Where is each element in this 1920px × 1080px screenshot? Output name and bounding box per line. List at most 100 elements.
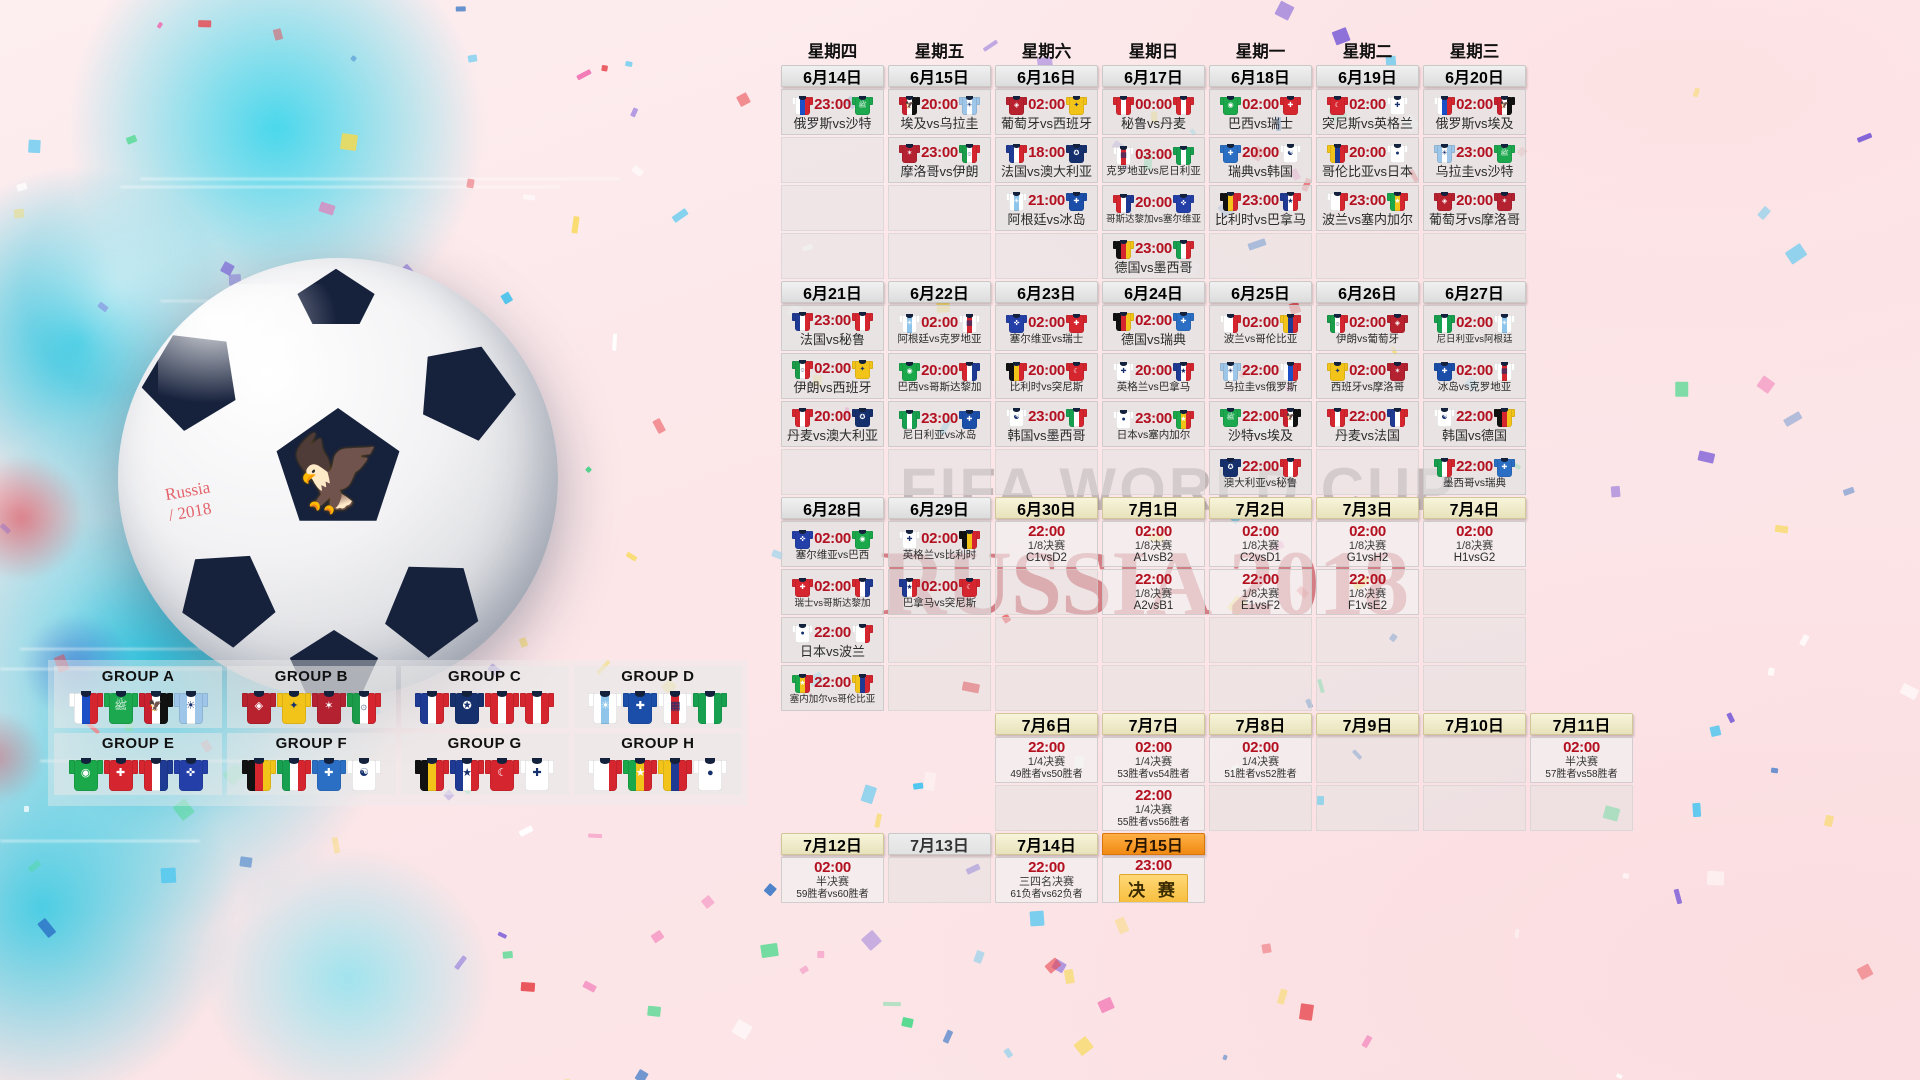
match-card[interactable]: ☀ 02:00 ▦ 阿根廷vs克罗地亚 [888,305,991,351]
match-card[interactable]: 02:00 1/8决赛 H1vsG2 [1423,521,1526,567]
date-cell-6月25日[interactable]: 6月25日 [1209,281,1312,303]
match-card[interactable]: 23:00 德国vs墨西哥 [1102,233,1205,279]
date-cell-6月22日[interactable]: 6月22日 [888,281,991,303]
match-card[interactable]: ✚ 02:00 瑞士vs哥斯达黎加 [781,569,884,615]
date-cell-6月23日[interactable]: 6月23日 [995,281,1098,303]
date-cell-7月13日[interactable]: 7月13日 [888,833,991,855]
match-card[interactable]: ☀ 23:00 ﷺ 乌拉圭vs沙特 [1423,137,1526,183]
group-box-group-f[interactable]: GROUP F ✚ ☯ [227,733,396,795]
match-card[interactable]: 02:00 ✚ 德国vs瑞典 [1102,305,1205,351]
match-card[interactable]: 20:00 ● 哥伦比亚vs日本 [1316,137,1419,183]
date-cell-6月18日[interactable]: 6月18日 [1209,65,1312,87]
date-cell-6月14日[interactable]: 6月14日 [781,65,884,87]
group-box-group-b[interactable]: GROUP B ◈ ✦ ✶ ۞ [227,666,396,728]
match-card[interactable]: ✚ 20:00 ☯ 瑞典vs韩国 [1209,137,1312,183]
match-card[interactable]: ◉ 02:00 ✚ 巴西vs瑞士 [1209,89,1312,135]
match-card[interactable]: 22:00 1/8决赛 A2vsB1 [1102,569,1205,615]
date-cell-7月14日[interactable]: 7月14日 [995,833,1098,855]
date-cell-7月3日[interactable]: 7月3日 [1316,497,1419,519]
match-card[interactable]: 22:00 三四名决赛 61负者vs62负者 [995,857,1098,903]
date-cell-6月17日[interactable]: 6月17日 [1102,65,1205,87]
match-card[interactable]: ۞ 02:00 ✦ 伊朗vs西班牙 [781,353,884,399]
match-card[interactable]: 02:00 1/8决赛 G1vsH2 [1316,521,1419,567]
match-card[interactable]: 02:00 ☀ 尼日利亚vs阿根廷 [1423,305,1526,351]
date-cell-6月21日[interactable]: 6月21日 [781,281,884,303]
match-card[interactable]: 23:00 ★ 波兰vs塞内加尔 [1316,185,1419,231]
match-card[interactable]: ● 23:00 ★ 日本vs塞内加尔 [1102,401,1205,447]
match-card[interactable]: 20:00 ✜ 哥斯达黎加vs塞尔维亚 [1102,185,1205,231]
match-card[interactable]: 02:00 半决赛 57胜者vs58胜者 [1530,737,1633,783]
match-card[interactable]: ✪ 22:00 澳大利亚vs秘鲁 [1209,449,1312,495]
match-card[interactable]: 22:00 1/4决赛 49胜者vs50胜者 [995,737,1098,783]
match-card[interactable]: 20:00 ☾ 比利时vs突尼斯 [995,353,1098,399]
match-card[interactable]: 02:00 1/8决赛 C2vsD1 [1209,521,1312,567]
date-cell-7月2日[interactable]: 7月2日 [1209,497,1312,519]
match-card[interactable]: ✶ 23:00 ۞ 摩洛哥vs伊朗 [888,137,991,183]
date-cell-6月27日[interactable]: 6月27日 [1423,281,1526,303]
group-box-group-a[interactable]: GROUP A ﷺ 🦅 ☀ [54,666,223,728]
match-card[interactable]: ☯ 22:00 韩国vs德国 [1423,401,1526,447]
group-box-group-h[interactable]: GROUP H ★ ● [573,733,742,795]
match-card[interactable]: 18:00 ✪ 法国vs澳大利亚 [995,137,1098,183]
date-cell-6月15日[interactable]: 6月15日 [888,65,991,87]
match-card[interactable]: 🦅 20:00 ☀ 埃及vs乌拉圭 [888,89,991,135]
match-card[interactable]: ﷺ 22:00 🦅 沙特vs埃及 [1209,401,1312,447]
match-card[interactable]: 22:00 1/4决赛 55胜者vs56胜者 [1102,785,1205,831]
match-card[interactable]: ◈ 20:00 ✶ 葡萄牙vs摩洛哥 [1423,185,1526,231]
match-card[interactable]: 22:00 1/8决赛 F1vsE2 [1316,569,1419,615]
date-cell-7月4日[interactable]: 7月4日 [1423,497,1526,519]
match-card[interactable]: 02:00 1/4决赛 51胜者vs52胜者 [1209,737,1312,783]
group-box-group-g[interactable]: GROUP G ★ ☾ ✚ [400,733,569,795]
match-card[interactable]: ☯ 23:00 韩国vs墨西哥 [995,401,1098,447]
match-card[interactable]: 22:00 ✚ 墨西哥vs瑞典 [1423,449,1526,495]
match-card[interactable]: 02:00 1/8决赛 A1vsB2 [1102,521,1205,567]
date-cell-7月10日[interactable]: 7月10日 [1423,713,1526,735]
date-cell-6月24日[interactable]: 6月24日 [1102,281,1205,303]
group-box-group-e[interactable]: GROUP E ◉ ✚ ✜ [54,733,223,795]
date-cell-7月9日[interactable]: 7月9日 [1316,713,1419,735]
match-card[interactable]: ★ 22:00 塞内加尔vs哥伦比亚 [781,665,884,711]
match-card[interactable]: ◈ 02:00 ✦ 葡萄牙vs西班牙 [995,89,1098,135]
match-card[interactable]: 22:00 1/8决赛 E1vsF2 [1209,569,1312,615]
date-cell-6月19日[interactable]: 6月19日 [1316,65,1419,87]
group-box-group-d[interactable]: GROUP D ☀ ✚ ▦ [573,666,742,728]
match-card[interactable]: 20:00 ✪ 丹麦vs澳大利亚 [781,401,884,447]
match-card[interactable]: 00:00 秘鲁vs丹麦 [1102,89,1205,135]
match-card[interactable]: ★ 02:00 ☾ 巴拿马vs突尼斯 [888,569,991,615]
match-card[interactable]: ☀ 22:00 乌拉圭vs俄罗斯 [1209,353,1312,399]
match-card[interactable]: ✚ 02:00 ▦ 冰岛vs克罗地亚 [1423,353,1526,399]
match-card[interactable]: 22:00 丹麦vs法国 [1316,401,1419,447]
date-cell-7月1日[interactable]: 7月1日 [1102,497,1205,519]
match-card[interactable]: ☾ 02:00 ✚ 突尼斯vs英格兰 [1316,89,1419,135]
match-card[interactable]: ✦ 02:00 ✶ 西班牙vs摩洛哥 [1316,353,1419,399]
match-card[interactable]: ▦ 03:00 克罗地亚vs尼日利亚 [1102,137,1205,183]
match-card[interactable]: 22:00 1/8决赛 C1vsD2 [995,521,1098,567]
date-cell-6月28日[interactable]: 6月28日 [781,497,884,519]
match-card[interactable]: 02:00 🦅 俄罗斯vs埃及 [1423,89,1526,135]
date-cell-6月16日[interactable]: 6月16日 [995,65,1098,87]
date-cell-7月12日[interactable]: 7月12日 [781,833,884,855]
date-cell-6月29日[interactable]: 6月29日 [888,497,991,519]
match-card[interactable]: ✜ 02:00 ◉ 塞尔维亚vs巴西 [781,521,884,567]
group-box-group-c[interactable]: GROUP C ✪ [400,666,569,728]
date-cell-7月8日[interactable]: 7月8日 [1209,713,1312,735]
match-card[interactable]: 23:00 ★ 比利时vs巴拿马 [1209,185,1312,231]
date-cell-7月11日[interactable]: 7月11日 [1530,713,1633,735]
match-card[interactable]: 23:00 决 赛 [1102,857,1205,903]
match-card[interactable]: ✚ 02:00 英格兰vs比利时 [888,521,991,567]
match-card[interactable]: 02:00 1/4决赛 53胜者vs54胜者 [1102,737,1205,783]
date-cell-7月7日[interactable]: 7月7日 [1102,713,1205,735]
match-card[interactable]: ☀ 21:00 ✚ 阿根廷vs冰岛 [995,185,1098,231]
match-card[interactable]: ● 22:00 日本vs波兰 [781,617,884,663]
match-card[interactable]: 23:00 ﷺ 俄罗斯vs沙特 [781,89,884,135]
match-card[interactable]: 23:00 法国vs秘鲁 [781,305,884,351]
match-card[interactable]: ✚ 20:00 ★ 英格兰vs巴拿马 [1102,353,1205,399]
date-cell-6月30日[interactable]: 6月30日 [995,497,1098,519]
match-card[interactable]: ◉ 20:00 巴西vs哥斯达黎加 [888,353,991,399]
match-card[interactable]: ۞ 02:00 ◈ 伊朗vs葡萄牙 [1316,305,1419,351]
date-cell-6月26日[interactable]: 6月26日 [1316,281,1419,303]
match-card[interactable]: ✜ 02:00 ✚ 塞尔维亚vs瑞士 [995,305,1098,351]
match-card[interactable]: 02:00 半决赛 59胜者vs60胜者 [781,857,884,903]
date-cell-7月15日[interactable]: 7月15日 [1102,833,1205,855]
date-cell-7月6日[interactable]: 7月6日 [995,713,1098,735]
